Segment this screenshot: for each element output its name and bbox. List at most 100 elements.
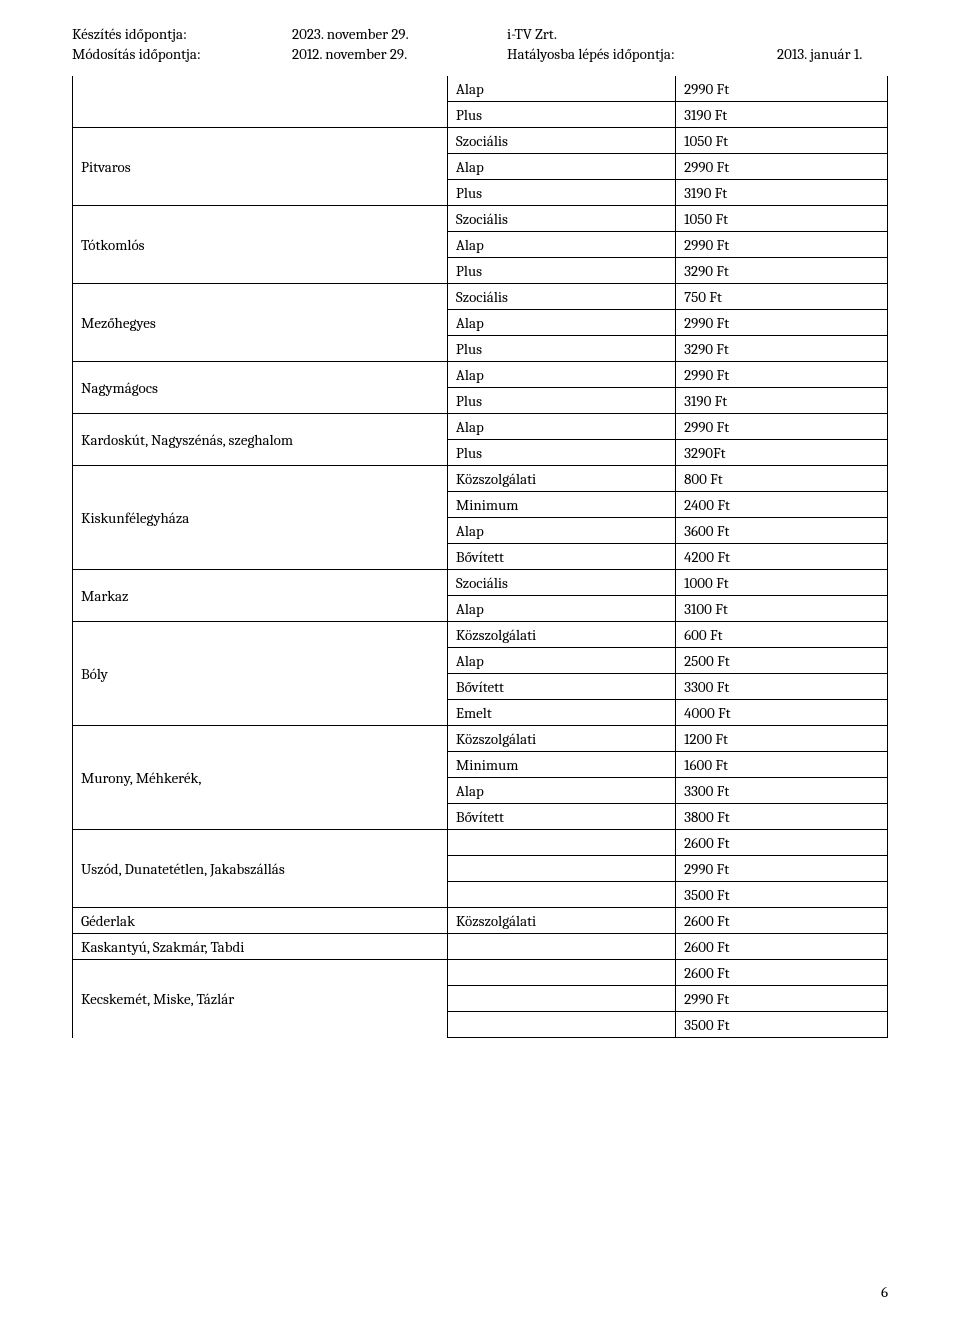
- tier-price: 2990 Ft: [676, 76, 888, 102]
- tier-price: 2990 Ft: [676, 414, 888, 440]
- table-row: MezőhegyesSzociális750 Ft: [73, 284, 888, 310]
- tier-price: 1600 Ft: [676, 752, 888, 778]
- tier-label: Alap: [447, 648, 675, 674]
- tier-price: 2990 Ft: [676, 154, 888, 180]
- group-name: Kiskunfélegyháza: [73, 466, 448, 570]
- tier-price: 1000 Ft: [676, 570, 888, 596]
- tier-label: Plus: [447, 336, 675, 362]
- tier-label: Alap: [447, 414, 675, 440]
- table-row: Kecskemét, Miske, Tázlár2600 Ft: [73, 960, 888, 986]
- group-name: Géderlak: [73, 908, 448, 934]
- header-dates-col: 2023. november 29. 2012. november 29.: [292, 24, 507, 64]
- group-name: Kardoskút, Nagyszénás, szeghalom: [73, 414, 448, 466]
- tier-price: 1050 Ft: [676, 206, 888, 232]
- tier-price: 2990 Ft: [676, 856, 888, 882]
- tier-label: Minimum: [447, 492, 675, 518]
- tier-price: 3600 Ft: [676, 518, 888, 544]
- tier-label: Közszolgálati: [447, 622, 675, 648]
- tier-price: 3500 Ft: [676, 882, 888, 908]
- tier-price: 2990 Ft: [676, 362, 888, 388]
- tier-price: 4000 Ft: [676, 700, 888, 726]
- table-row: PitvarosSzociális1050 Ft: [73, 128, 888, 154]
- header-hataly-label: Hatályosba lépés időpontja:: [507, 44, 777, 64]
- tier-price: 3290 Ft: [676, 258, 888, 284]
- header-right-col: i-TV Zrt. Hatályosba lépés időpontja: 20…: [507, 24, 888, 64]
- tier-label: Alap: [447, 518, 675, 544]
- tier-label: Szociális: [447, 128, 675, 154]
- price-table: Alap2990 FtPlus3190 FtPitvarosSzociális1…: [72, 76, 888, 1038]
- tier-price: 3800 Ft: [676, 804, 888, 830]
- tier-price: 3190 Ft: [676, 102, 888, 128]
- tier-price: 4200 Ft: [676, 544, 888, 570]
- tier-price: 3300 Ft: [676, 674, 888, 700]
- tier-label: Alap: [447, 778, 675, 804]
- tier-price: 3190 Ft: [676, 388, 888, 414]
- header-modositas-label: Módosítás időpontja:: [72, 44, 292, 64]
- tier-label: Alap: [447, 596, 675, 622]
- tier-label: Minimum: [447, 752, 675, 778]
- group-name: Kaskantyú, Szakmár, Tabdi: [73, 934, 448, 960]
- group-name: Bóly: [73, 622, 448, 726]
- header-keszites-date: 2023. november 29.: [292, 24, 507, 44]
- group-name: [73, 76, 448, 128]
- tier-price: 2600 Ft: [676, 934, 888, 960]
- table-row: KiskunfélegyházaKözszolgálati800 Ft: [73, 466, 888, 492]
- tier-price: 600 Ft: [676, 622, 888, 648]
- tier-price: 2400 Ft: [676, 492, 888, 518]
- tier-price: 1200 Ft: [676, 726, 888, 752]
- tier-label: Plus: [447, 258, 675, 284]
- tier-label: Alap: [447, 154, 675, 180]
- page-container: Készítés időpontja: Módosítás időpontja:…: [0, 0, 960, 1317]
- tier-price: 2600 Ft: [676, 960, 888, 986]
- tier-price: 3100 Ft: [676, 596, 888, 622]
- table-row: TótkomlósSzociális1050 Ft: [73, 206, 888, 232]
- tier-label: Szociális: [447, 284, 675, 310]
- header-keszites-label: Készítés időpontja:: [72, 24, 292, 44]
- header-labels-col: Készítés időpontja: Módosítás időpontja:: [72, 24, 292, 64]
- tier-label: Emelt: [447, 700, 675, 726]
- group-name: Markaz: [73, 570, 448, 622]
- group-name: Kecskemét, Miske, Tázlár: [73, 960, 448, 1038]
- tier-label: Alap: [447, 76, 675, 102]
- tier-price: 3500 Ft: [676, 1012, 888, 1038]
- tier-label: Bővített: [447, 544, 675, 570]
- table-row: Kardoskút, Nagyszénás, szeghalomAlap2990…: [73, 414, 888, 440]
- table-row: NagymágocsAlap2990 Ft: [73, 362, 888, 388]
- table-row: GéderlakKözszolgálati2600 Ft: [73, 908, 888, 934]
- group-name: Mezőhegyes: [73, 284, 448, 362]
- table-row: MarkazSzociális1000 Ft: [73, 570, 888, 596]
- tier-label: Alap: [447, 310, 675, 336]
- tier-label: Alap: [447, 232, 675, 258]
- tier-label: Plus: [447, 102, 675, 128]
- tier-label: Szociális: [447, 570, 675, 596]
- group-name: Uszód, Dunatetétlen, Jakabszállás: [73, 830, 448, 908]
- table-row: Alap2990 Ft: [73, 76, 888, 102]
- tier-label: [447, 986, 675, 1012]
- tier-price: 1050 Ft: [676, 128, 888, 154]
- tier-price: 2990 Ft: [676, 232, 888, 258]
- tier-price: 750 Ft: [676, 284, 888, 310]
- tier-label: Bővített: [447, 674, 675, 700]
- document-header: Készítés időpontja: Módosítás időpontja:…: [72, 24, 888, 64]
- group-name: Tótkomlós: [73, 206, 448, 284]
- tier-price: 2600 Ft: [676, 908, 888, 934]
- header-hataly-date: 2013. január 1.: [777, 44, 862, 64]
- page-number: 6: [881, 1283, 888, 1301]
- tier-label: [447, 1012, 675, 1038]
- tier-price: 3290 Ft: [676, 336, 888, 362]
- tier-price: 3190 Ft: [676, 180, 888, 206]
- tier-label: Közszolgálati: [447, 726, 675, 752]
- table-row: Kaskantyú, Szakmár, Tabdi 2600 Ft: [73, 934, 888, 960]
- table-row: Uszód, Dunatetétlen, Jakabszállás2600 Ft: [73, 830, 888, 856]
- tier-label: Bővített: [447, 804, 675, 830]
- tier-label: Plus: [447, 440, 675, 466]
- tier-label: Alap: [447, 362, 675, 388]
- group-name: Pitvaros: [73, 128, 448, 206]
- tier-label: [447, 882, 675, 908]
- table-row: Murony, Méhkerék,Közszolgálati1200 Ft: [73, 726, 888, 752]
- group-name: Murony, Méhkerék,: [73, 726, 448, 830]
- header-company: i-TV Zrt.: [507, 24, 888, 44]
- group-name: Nagymágocs: [73, 362, 448, 414]
- tier-label: Közszolgálati: [447, 908, 675, 934]
- tier-price: 2990 Ft: [676, 310, 888, 336]
